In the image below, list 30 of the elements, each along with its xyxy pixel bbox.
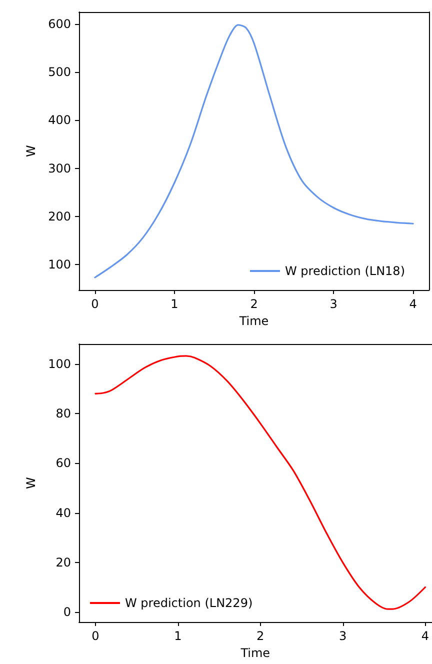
x-tick-label: 4 — [421, 629, 430, 643]
y-tick-label: 400 — [48, 113, 71, 128]
x-tick-label: 1 — [170, 297, 178, 311]
x-tick-label: 1 — [174, 629, 182, 643]
y-tick-label: 20 — [56, 555, 71, 570]
legend-label: W prediction (LN229) — [125, 596, 253, 610]
x-tick-label: 4 — [409, 297, 417, 311]
y-tick-label: 600 — [48, 17, 71, 32]
x-tick-label: 3 — [330, 297, 338, 311]
x-axis-title: Time — [238, 314, 269, 328]
y-tick-label: 200 — [48, 209, 71, 224]
x-tick-label: 2 — [256, 629, 264, 643]
y-tick-label: 60 — [56, 456, 71, 470]
x-axis-title: Time — [240, 646, 270, 660]
x-tick-label: 0 — [91, 297, 99, 311]
y-tick-label: 0 — [63, 605, 71, 620]
y-axis-title: W — [24, 144, 38, 157]
legend-label: W prediction (LN18) — [285, 264, 406, 278]
y-tick-label: 40 — [56, 506, 71, 520]
line-series — [94, 24, 414, 278]
x-tick-label: 3 — [338, 629, 347, 643]
y-tick-label: 500 — [48, 65, 71, 80]
y-tick-label: 80 — [56, 406, 71, 420]
y-axis-title: W — [24, 476, 38, 489]
y-tick-label: 100 — [48, 258, 71, 272]
x-tick-label: 0 — [92, 629, 100, 643]
line-series — [94, 355, 426, 610]
x-tick-label: 2 — [250, 297, 258, 311]
y-tick-label: 100 — [48, 356, 71, 371]
y-tick-label: 300 — [48, 161, 71, 176]
